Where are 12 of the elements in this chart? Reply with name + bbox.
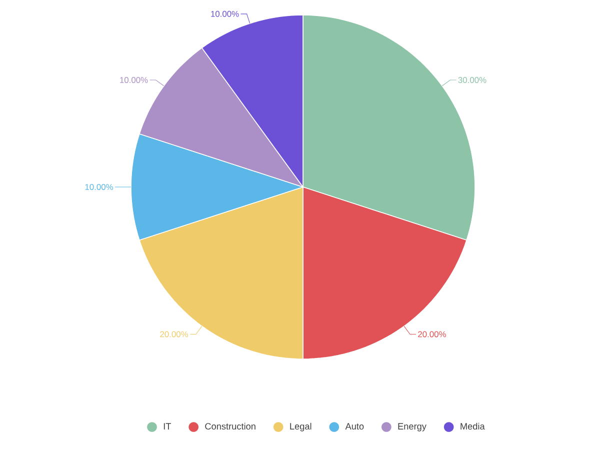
legend-label: Auto <box>345 423 364 430</box>
data-label: 30.00% <box>458 77 486 84</box>
legend-label: Media <box>460 422 485 430</box>
data-label: 10.00% <box>85 184 114 190</box>
legend-label: Energy <box>398 423 426 432</box>
data-label: 10.00% <box>211 10 239 17</box>
legend-label: IT <box>164 423 172 430</box>
data-label: 20.00% <box>160 331 188 338</box>
legend-label: Legal <box>290 422 312 432</box>
data-label: 10.00% <box>120 77 148 84</box>
legend-label: Construction <box>205 422 256 430</box>
data-label: 20.00% <box>418 331 446 338</box>
